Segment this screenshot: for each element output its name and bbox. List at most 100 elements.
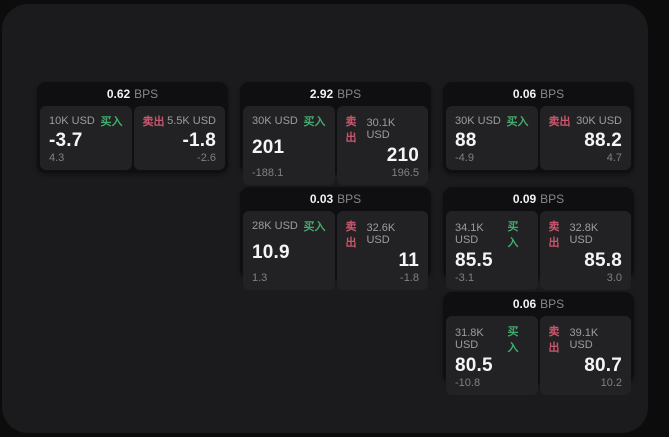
- bps-unit-label: BPS: [540, 297, 565, 311]
- sell-delta: 196.5: [391, 167, 419, 179]
- sell-tile[interactable]: 卖出 30.1K USD 210 196.5: [336, 106, 428, 185]
- card-header: 0.06 BPS: [443, 82, 634, 106]
- card-body: 34.1K USD 买入 85.5 -3.1 卖出 32.8K USD 85.8…: [443, 211, 634, 293]
- quote-cards-grid: 0.62 BPS 10K USD 买入 -3.7 4.3 卖出 5.5K USD…: [37, 82, 634, 395]
- quote-card-4: 0.03 BPS 28K USD 买入 10.9 1.3 卖出 32.6K US…: [240, 187, 431, 290]
- buy-tile[interactable]: 30K USD 买入 201 -188.1: [243, 106, 335, 185]
- buy-delta: -3.1: [455, 272, 474, 284]
- sell-tile-top: 卖出 5.5K USD: [143, 113, 217, 129]
- sell-side-label: 卖出: [345, 116, 357, 144]
- buy-tile[interactable]: 28K USD 买入 10.9 1.3: [243, 211, 335, 290]
- card-header: 0.62 BPS: [37, 82, 228, 106]
- buy-notional: 31.8K USD: [455, 327, 484, 351]
- buy-delta: 1.3: [252, 272, 268, 284]
- bps-unit-label: BPS: [540, 192, 565, 206]
- buy-price: 88: [455, 129, 477, 151]
- buy-tile[interactable]: 30K USD 买入 88 -4.9: [446, 106, 538, 170]
- sell-tile[interactable]: 卖出 32.6K USD 11 -1.8: [336, 211, 428, 290]
- sell-side-label: 卖出: [548, 221, 560, 249]
- sell-tile-top: 卖出 30K USD: [549, 113, 623, 129]
- buy-side-label: 买入: [507, 221, 519, 249]
- quote-card-3: 0.06 BPS 30K USD 买入 88 -4.9 卖出 30K USD 8…: [443, 82, 634, 173]
- buy-tile-top: 10K USD 买入: [49, 113, 123, 129]
- sell-delta: -2.6: [197, 152, 216, 164]
- buy-price: 10.9: [252, 242, 290, 263]
- buy-price: 85.5: [455, 250, 493, 271]
- card-body: 31.8K USD 买入 80.5 -10.8 卖出 39.1K USD 80.…: [443, 316, 634, 398]
- card-body: 10K USD 买入 -3.7 4.3 卖出 5.5K USD -1.8 -2.…: [37, 106, 228, 173]
- sell-side-label: 卖出: [142, 116, 165, 128]
- buy-tile-top: 30K USD 买入: [252, 113, 326, 129]
- sell-notional: 30K USD: [576, 115, 622, 127]
- quote-card-1: 0.62 BPS 10K USD 买入 -3.7 4.3 卖出 5.5K USD…: [37, 82, 228, 173]
- sell-delta: 4.7: [606, 152, 622, 164]
- sell-tile[interactable]: 卖出 39.1K USD 80.7 10.2: [539, 316, 631, 395]
- quote-card-6: 0.06 BPS 31.8K USD 买入 80.5 -10.8 卖出 39.1…: [443, 292, 634, 395]
- card-header: 2.92 BPS: [240, 82, 431, 106]
- sell-price: 85.8: [584, 250, 622, 271]
- sell-price: 88.2: [584, 129, 622, 151]
- buy-delta: -4.9: [455, 152, 474, 164]
- buy-price: 201: [252, 137, 285, 158]
- buy-tile[interactable]: 10K USD 买入 -3.7 4.3: [40, 106, 132, 170]
- buy-side-label: 买入: [303, 221, 326, 233]
- sell-price: 210: [386, 145, 419, 166]
- buy-side-label: 买入: [506, 116, 529, 128]
- bps-unit-label: BPS: [134, 87, 159, 101]
- sell-side-label: 卖出: [548, 326, 560, 354]
- sell-tile[interactable]: 卖出 5.5K USD -1.8 -2.6: [133, 106, 225, 170]
- buy-tile-top: 31.8K USD 买入: [455, 323, 529, 355]
- bps-unit-label: BPS: [540, 87, 565, 101]
- sell-tile[interactable]: 卖出 30K USD 88.2 4.7: [539, 106, 631, 170]
- sell-delta: -1.8: [400, 272, 419, 284]
- bps-unit-label: BPS: [337, 192, 362, 206]
- sell-side-label: 卖出: [345, 221, 357, 249]
- sell-price: -1.8: [182, 129, 216, 151]
- card-body: 30K USD 买入 88 -4.9 卖出 30K USD 88.2 4.7: [443, 106, 634, 173]
- sell-side-label: 卖出: [548, 116, 571, 128]
- sell-delta: 10.2: [600, 377, 622, 389]
- bps-value: 0.03: [309, 192, 334, 206]
- bps-value: 0.06: [512, 297, 537, 311]
- buy-notional: 10K USD: [49, 115, 95, 127]
- buy-tile[interactable]: 34.1K USD 买入 85.5 -3.1: [446, 211, 538, 290]
- buy-side-label: 买入: [507, 326, 519, 354]
- sell-notional: 30.1K USD: [366, 117, 396, 141]
- buy-price: 80.5: [455, 355, 493, 376]
- card-header: 0.09 BPS: [443, 187, 634, 211]
- buy-delta: -188.1: [252, 167, 284, 179]
- buy-notional: 28K USD: [252, 220, 298, 232]
- card-header: 0.06 BPS: [443, 292, 634, 316]
- buy-notional: 34.1K USD: [455, 222, 484, 246]
- buy-tile[interactable]: 31.8K USD 买入 80.5 -10.8: [446, 316, 538, 395]
- buy-notional: 30K USD: [455, 115, 501, 127]
- buy-side-label: 买入: [100, 116, 123, 128]
- sell-tile[interactable]: 卖出 32.8K USD 85.8 3.0: [539, 211, 631, 290]
- bps-value: 0.09: [512, 192, 537, 206]
- sell-tile-top: 卖出 32.6K USD: [346, 218, 420, 250]
- sell-price: 11: [398, 250, 419, 271]
- buy-delta: 4.3: [49, 152, 65, 164]
- buy-tile-top: 30K USD 买入: [455, 113, 529, 129]
- bps-value: 0.06: [512, 87, 537, 101]
- card-header: 0.03 BPS: [240, 187, 431, 211]
- sell-tile-top: 卖出 30.1K USD: [346, 113, 420, 145]
- card-body: 30K USD 买入 201 -188.1 卖出 30.1K USD 210 1…: [240, 106, 431, 188]
- bps-value: 0.62: [106, 87, 131, 101]
- quote-card-2: 2.92 BPS 30K USD 买入 201 -188.1 卖出 30.1K …: [240, 82, 431, 185]
- card-body: 28K USD 买入 10.9 1.3 卖出 32.6K USD 11 -1.8: [240, 211, 431, 293]
- buy-price: -3.7: [49, 129, 83, 151]
- sell-tile-top: 卖出 39.1K USD: [549, 323, 623, 355]
- sell-notional: 32.6K USD: [366, 222, 396, 246]
- buy-tile-top: 34.1K USD 买入: [455, 218, 529, 250]
- sell-price: 80.7: [584, 355, 622, 376]
- bps-value: 2.92: [309, 87, 334, 101]
- sell-notional: 39.1K USD: [569, 327, 599, 351]
- buy-delta: -10.8: [455, 377, 481, 389]
- sell-tile-top: 卖出 32.8K USD: [549, 218, 623, 250]
- sell-delta: 3.0: [606, 272, 622, 284]
- sell-notional: 5.5K USD: [167, 115, 216, 127]
- quote-card-5: 0.09 BPS 34.1K USD 买入 85.5 -3.1 卖出 32.8K…: [443, 187, 634, 290]
- sell-notional: 32.8K USD: [569, 222, 599, 246]
- buy-side-label: 买入: [303, 116, 326, 128]
